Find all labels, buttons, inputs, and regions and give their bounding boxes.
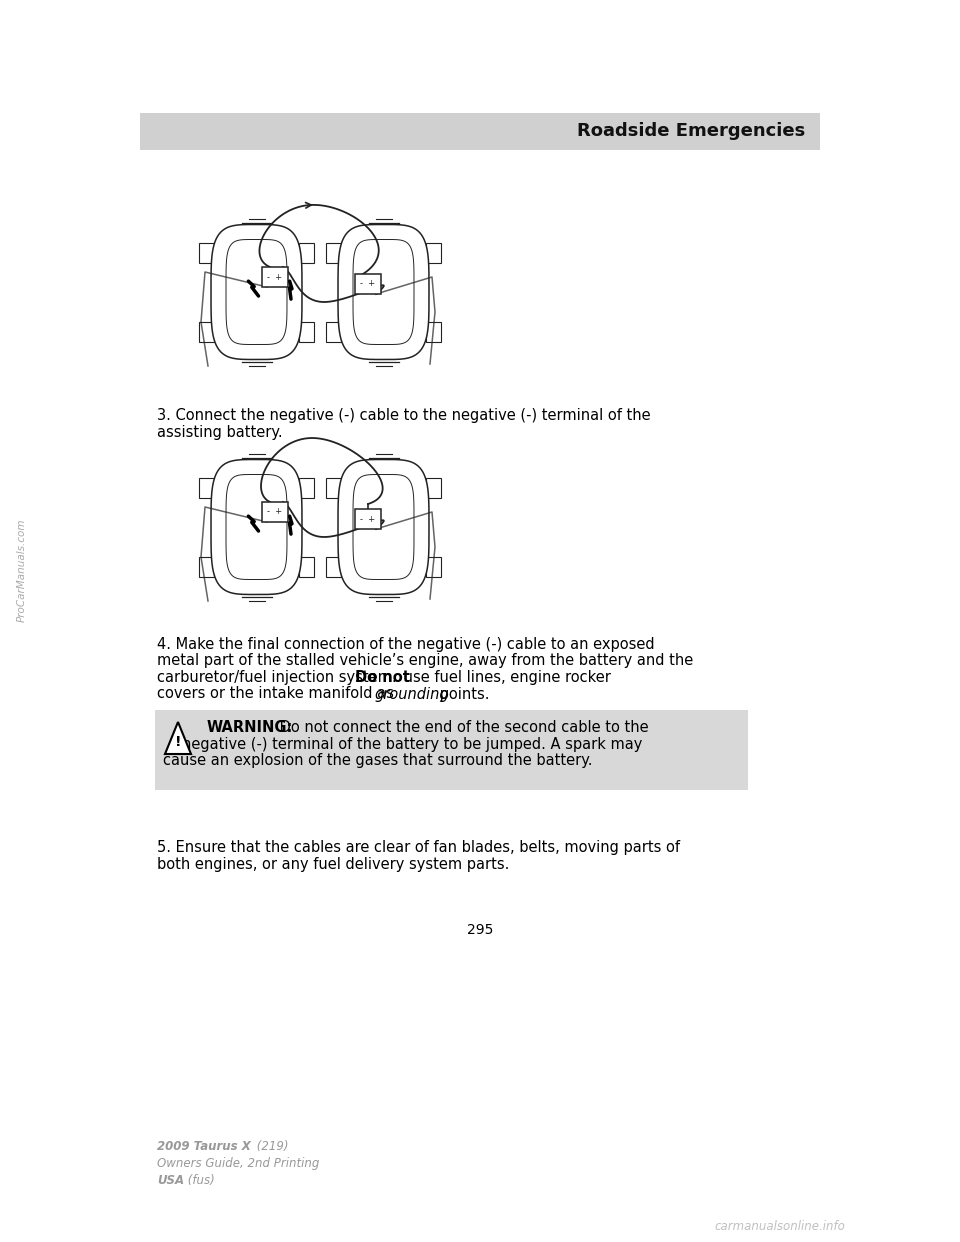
Bar	[426, 477, 441, 498]
Text: USA: USA	[157, 1174, 184, 1187]
Text: metal part of the stalled vehicle’s engine, away from the battery and the: metal part of the stalled vehicle’s engi…	[157, 653, 693, 668]
Text: (fus): (fus)	[184, 1174, 215, 1187]
Bar	[199, 322, 214, 342]
Bar	[299, 556, 314, 576]
Bar	[426, 322, 441, 342]
Text: 5. Ensure that the cables are clear of fan blades, belts, moving parts of: 5. Ensure that the cables are clear of f…	[157, 840, 680, 854]
Text: use fuel lines, engine rocker: use fuel lines, engine rocker	[399, 669, 611, 686]
Bar	[199, 556, 214, 576]
Text: Roadside Emergencies: Roadside Emergencies	[577, 123, 805, 140]
Bar	[326, 477, 341, 498]
Bar	[355, 274, 381, 294]
Bar	[155, 710, 748, 790]
Bar	[199, 477, 214, 498]
Bar	[326, 556, 341, 576]
Bar	[199, 242, 214, 262]
Text: both engines, or any fuel delivery system parts.: both engines, or any fuel delivery syste…	[157, 857, 510, 872]
Text: -  +: - +	[360, 514, 375, 523]
Polygon shape	[211, 460, 302, 595]
Text: Owners Guide, 2nd Printing: Owners Guide, 2nd Printing	[157, 1158, 320, 1170]
Text: Do not: Do not	[355, 669, 410, 686]
Text: (219): (219)	[253, 1140, 289, 1153]
Bar	[140, 113, 820, 150]
Text: 4. Make the final connection of the negative (-) cable to an exposed: 4. Make the final connection of the nega…	[157, 637, 655, 652]
Polygon shape	[211, 225, 302, 359]
Bar	[299, 477, 314, 498]
Text: cause an explosion of the gases that surround the battery.: cause an explosion of the gases that sur…	[163, 753, 592, 768]
Text: 3. Connect the negative (-) cable to the negative (-) terminal of the: 3. Connect the negative (-) cable to the…	[157, 409, 651, 424]
Text: 295: 295	[467, 923, 493, 936]
Text: assisting battery.: assisting battery.	[157, 425, 282, 440]
Text: carburetor/fuel injection system.: carburetor/fuel injection system.	[157, 669, 401, 686]
Text: grounding: grounding	[375, 687, 449, 702]
Bar	[355, 509, 381, 529]
Text: covers or the intake manifold as: covers or the intake manifold as	[157, 687, 398, 702]
Text: WARNING:: WARNING:	[207, 720, 294, 735]
Bar	[326, 242, 341, 262]
Text: points.: points.	[435, 687, 490, 702]
Text: !: !	[175, 735, 181, 749]
Polygon shape	[165, 722, 191, 754]
Text: carmanualsonline.info: carmanualsonline.info	[714, 1220, 845, 1233]
Polygon shape	[338, 460, 429, 595]
Bar	[299, 322, 314, 342]
Bar	[262, 267, 288, 287]
Bar	[262, 502, 288, 522]
Bar	[299, 242, 314, 262]
Bar	[426, 556, 441, 576]
Text: -  +: - +	[268, 272, 282, 282]
Bar	[426, 242, 441, 262]
Text: Do not connect the end of the second cable to the: Do not connect the end of the second cab…	[275, 720, 649, 735]
Text: ProCarManuals.com: ProCarManuals.com	[17, 518, 27, 622]
Text: negative (-) terminal of the battery to be jumped. A spark may: negative (-) terminal of the battery to …	[182, 737, 642, 751]
Polygon shape	[338, 225, 429, 359]
Bar	[326, 322, 341, 342]
Text: -  +: - +	[360, 279, 375, 288]
Text: -  +: - +	[268, 508, 282, 517]
Text: 2009 Taurus X: 2009 Taurus X	[157, 1140, 251, 1153]
